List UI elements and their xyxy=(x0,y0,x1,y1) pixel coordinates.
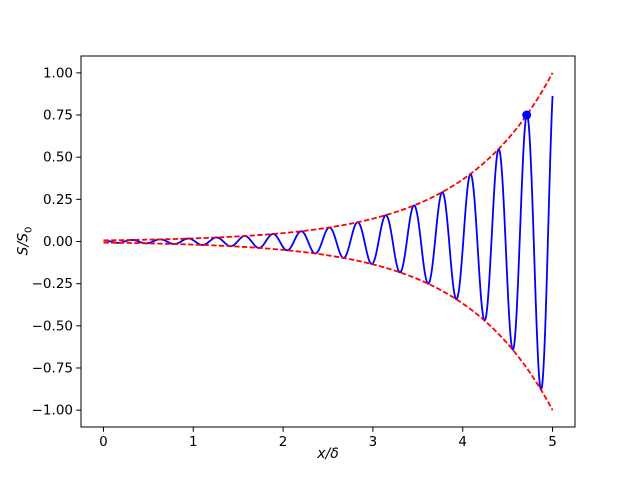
x-tick-label: 4 xyxy=(458,434,467,450)
y-axis-label: S/S0 xyxy=(16,227,35,256)
series-oscillating-signal xyxy=(102,96,554,391)
y-tick-label: 0.00 xyxy=(43,234,73,250)
y-tick-label: −0.50 xyxy=(32,318,73,334)
x-axis-label: x/δ xyxy=(317,446,339,462)
y-tick-label: 0.25 xyxy=(43,192,73,208)
x-tick-label: 2 xyxy=(279,434,288,450)
y-tick-label: −0.25 xyxy=(32,276,73,292)
y-axis-label-main: S/S xyxy=(15,232,32,256)
x-tick-label: 5 xyxy=(548,434,557,450)
series-lower-envelope xyxy=(103,241,554,411)
y-tick-label: −1.00 xyxy=(32,403,73,419)
y-tick-label: −0.75 xyxy=(32,360,73,376)
series-upper-envelope xyxy=(103,72,554,242)
x-tick-label: 0 xyxy=(99,434,108,450)
y-axis-label-subscript: 0 xyxy=(23,226,35,233)
x-tick-label: 3 xyxy=(369,434,378,450)
peak-marker xyxy=(522,110,532,120)
y-tick-label: 0.50 xyxy=(43,150,73,166)
y-tick-label: 1.00 xyxy=(43,65,73,81)
y-tick-label: 0.75 xyxy=(43,108,73,124)
x-tick-label: 1 xyxy=(189,434,198,450)
